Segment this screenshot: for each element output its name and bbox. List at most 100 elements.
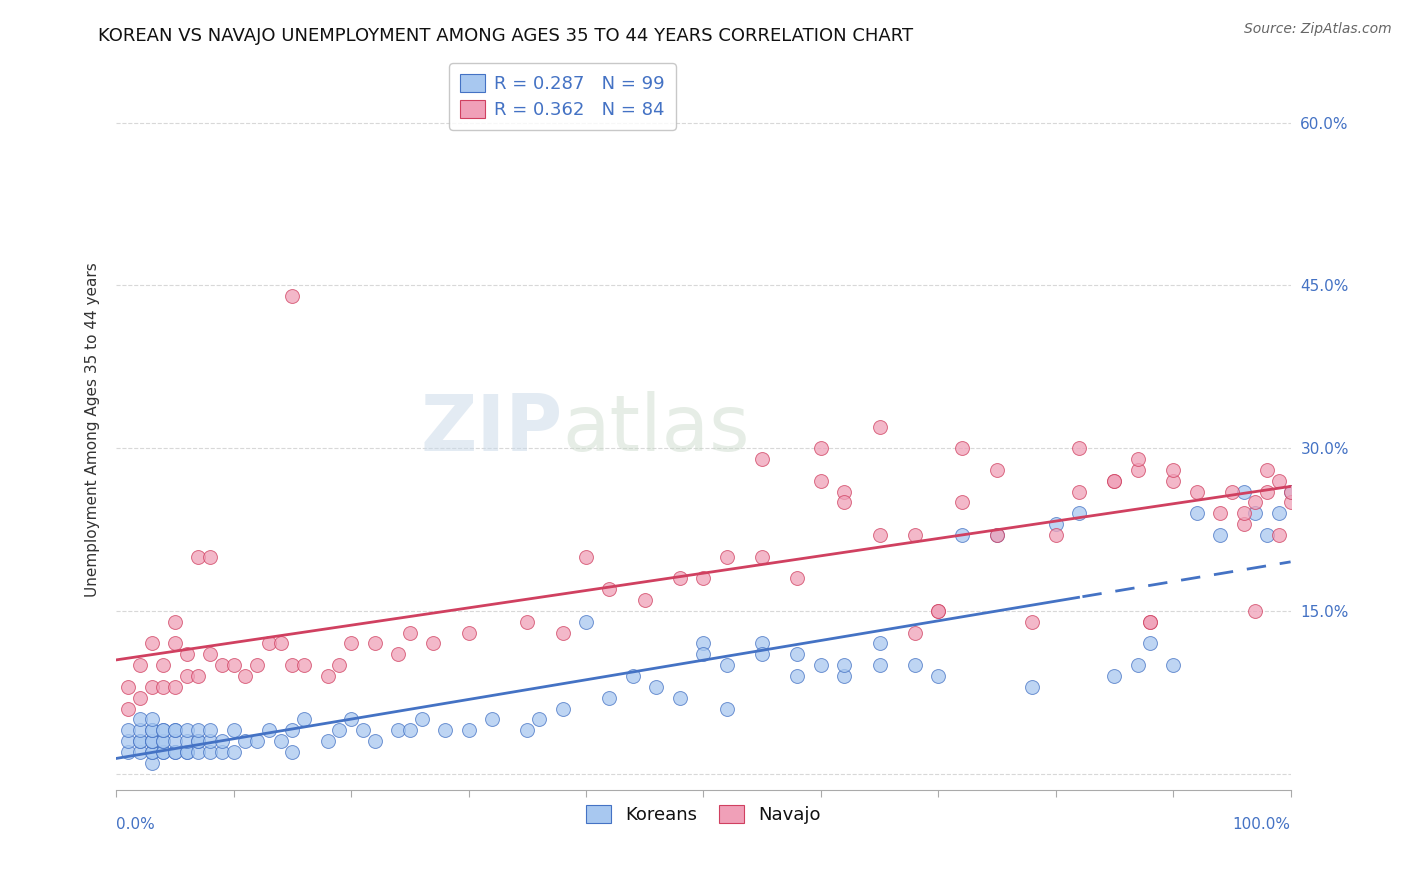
- Point: [1139, 636, 1161, 650]
- Point: [692, 571, 714, 585]
- Point: [235, 669, 257, 683]
- Point: [187, 723, 209, 738]
- Point: [669, 690, 692, 705]
- Point: [128, 734, 150, 748]
- Point: [551, 625, 574, 640]
- Text: KOREAN VS NAVAJO UNEMPLOYMENT AMONG AGES 35 TO 44 YEARS CORRELATION CHART: KOREAN VS NAVAJO UNEMPLOYMENT AMONG AGES…: [98, 27, 914, 45]
- Point: [1268, 528, 1291, 542]
- Point: [292, 713, 315, 727]
- Point: [211, 745, 233, 759]
- Point: [1185, 484, 1208, 499]
- Point: [200, 648, 222, 662]
- Point: [1104, 474, 1126, 488]
- Point: [1268, 506, 1291, 520]
- Point: [128, 734, 150, 748]
- Point: [751, 636, 773, 650]
- Point: [176, 745, 198, 759]
- Point: [1233, 517, 1256, 532]
- Point: [575, 549, 598, 564]
- Point: [222, 658, 245, 673]
- Point: [457, 723, 479, 738]
- Point: [834, 669, 856, 683]
- Point: [387, 648, 409, 662]
- Point: [1104, 669, 1126, 683]
- Point: [869, 528, 891, 542]
- Point: [751, 452, 773, 467]
- Point: [163, 636, 186, 650]
- Point: [152, 734, 174, 748]
- Point: [716, 549, 738, 564]
- Point: [363, 734, 385, 748]
- Point: [340, 636, 363, 650]
- Point: [786, 648, 808, 662]
- Point: [141, 734, 163, 748]
- Point: [575, 615, 598, 629]
- Point: [128, 745, 150, 759]
- Point: [716, 701, 738, 715]
- Point: [692, 648, 714, 662]
- Point: [950, 528, 973, 542]
- Point: [152, 723, 174, 738]
- Point: [152, 658, 174, 673]
- Point: [422, 636, 444, 650]
- Point: [598, 690, 620, 705]
- Point: [141, 745, 163, 759]
- Point: [222, 723, 245, 738]
- Point: [434, 723, 457, 738]
- Point: [834, 484, 856, 499]
- Point: [152, 723, 174, 738]
- Point: [117, 734, 139, 748]
- Point: [316, 669, 339, 683]
- Point: [986, 528, 1008, 542]
- Text: ZIP: ZIP: [420, 392, 562, 467]
- Point: [1069, 484, 1091, 499]
- Point: [1021, 615, 1043, 629]
- Point: [1244, 604, 1267, 618]
- Point: [1126, 463, 1149, 477]
- Point: [1233, 506, 1256, 520]
- Point: [200, 734, 222, 748]
- Point: [128, 713, 150, 727]
- Point: [1244, 495, 1267, 509]
- Point: [152, 680, 174, 694]
- Point: [950, 441, 973, 455]
- Point: [328, 723, 350, 738]
- Point: [117, 723, 139, 738]
- Point: [246, 734, 269, 748]
- Point: [1161, 463, 1184, 477]
- Text: 0.0%: 0.0%: [117, 817, 155, 832]
- Point: [1161, 658, 1184, 673]
- Point: [141, 713, 163, 727]
- Point: [1139, 615, 1161, 629]
- Point: [904, 658, 927, 673]
- Point: [176, 723, 198, 738]
- Point: [1045, 517, 1067, 532]
- Point: [163, 745, 186, 759]
- Point: [869, 636, 891, 650]
- Point: [1185, 506, 1208, 520]
- Point: [1126, 658, 1149, 673]
- Point: [200, 549, 222, 564]
- Point: [281, 745, 304, 759]
- Point: [187, 734, 209, 748]
- Point: [281, 658, 304, 673]
- Legend: Koreans, Navajo: Koreans, Navajo: [575, 794, 832, 835]
- Point: [163, 723, 186, 738]
- Point: [1161, 474, 1184, 488]
- Point: [527, 713, 550, 727]
- Point: [211, 734, 233, 748]
- Point: [950, 495, 973, 509]
- Point: [246, 658, 269, 673]
- Point: [281, 289, 304, 303]
- Point: [270, 636, 292, 650]
- Point: [751, 549, 773, 564]
- Point: [1045, 528, 1067, 542]
- Point: [1256, 528, 1278, 542]
- Point: [869, 658, 891, 673]
- Point: [411, 713, 433, 727]
- Point: [117, 701, 139, 715]
- Point: [1279, 484, 1302, 499]
- Point: [152, 745, 174, 759]
- Y-axis label: Unemployment Among Ages 35 to 44 years: Unemployment Among Ages 35 to 44 years: [86, 262, 100, 597]
- Point: [128, 723, 150, 738]
